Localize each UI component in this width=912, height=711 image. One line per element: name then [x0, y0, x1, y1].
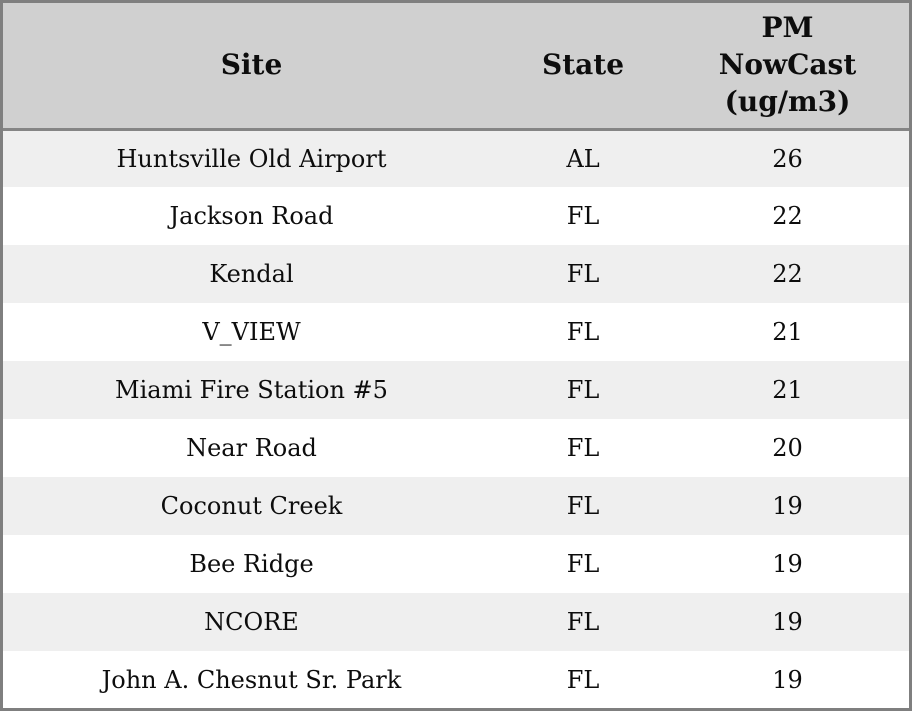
state-cell: FL [566, 260, 600, 288]
column-header-site-label: Site [220, 47, 283, 81]
pm-nowcast-cell: 19 [772, 550, 803, 578]
table-header: Site State PM NowCast (ug/m3) [3, 3, 909, 129]
column-header-state-label: State [541, 47, 625, 81]
site-cell: Jackson Road [169, 202, 334, 230]
state-cell: FL [566, 318, 600, 346]
table-body: Huntsville Old Airport AL 26 Jackson Road FL… [3, 129, 909, 708]
pm-nowcast-cell: 19 [772, 608, 803, 636]
column-header-state: State [500, 3, 666, 129]
column-header-pm-nowcast: PM NowCast (ug/m3) [666, 3, 909, 129]
table-row: Miami Fire Station #5 FL 21 [3, 361, 909, 419]
site-cell: Kendal [209, 260, 294, 288]
state-cell: FL [566, 492, 600, 520]
site-cell: Near Road [186, 434, 317, 462]
pm-nowcast-cell: 22 [772, 260, 803, 288]
pm-nowcast-cell: 21 [772, 376, 803, 404]
site-cell: V_VIEW [202, 318, 301, 346]
table-row: Coconut Creek FL 19 [3, 477, 909, 535]
state-cell: FL [566, 608, 600, 636]
state-cell: FL [566, 202, 600, 230]
pm-nowcast-cell: 20 [772, 434, 803, 462]
state-cell: FL [566, 376, 600, 404]
state-cell: FL [566, 434, 600, 462]
state-cell: FL [566, 550, 600, 578]
table-row: V_VIEW FL 21 [3, 303, 909, 361]
table-row: Kendal FL 22 [3, 245, 909, 303]
pm-nowcast-cell: 21 [772, 318, 803, 346]
site-cell: John A. Chesnut Sr. Park [101, 666, 402, 694]
header-row: Site State PM NowCast (ug/m3) [3, 3, 909, 129]
table-row: Near Road FL 20 [3, 419, 909, 477]
pm-nowcast-cell: 19 [772, 666, 803, 694]
site-cell: Miami Fire Station #5 [115, 376, 388, 404]
table-row: NCORE FL 19 [3, 593, 909, 651]
table-row: John A. Chesnut Sr. Park FL 19 [3, 651, 909, 708]
column-header-site: Site [3, 3, 500, 129]
column-header-pm-nowcast-label: PM NowCast (ug/m3) [718, 10, 857, 118]
table-row: Bee Ridge FL 19 [3, 535, 909, 593]
site-cell: Huntsville Old Airport [116, 144, 387, 173]
site-cell: Bee Ridge [189, 550, 314, 578]
pm-nowcast-table: Site State PM NowCast (ug/m3) Huntsville… [3, 3, 909, 708]
state-cell: FL [566, 666, 600, 694]
pm-nowcast-cell: 26 [772, 144, 803, 173]
site-cell: Coconut Creek [160, 492, 343, 520]
pm-nowcast-cell: 19 [772, 492, 803, 520]
pm-nowcast-cell: 22 [772, 202, 803, 230]
site-cell: NCORE [204, 608, 299, 636]
state-cell: AL [566, 144, 600, 173]
table-row: Huntsville Old Airport AL 26 [3, 129, 909, 187]
table-row: Jackson Road FL 22 [3, 187, 909, 245]
